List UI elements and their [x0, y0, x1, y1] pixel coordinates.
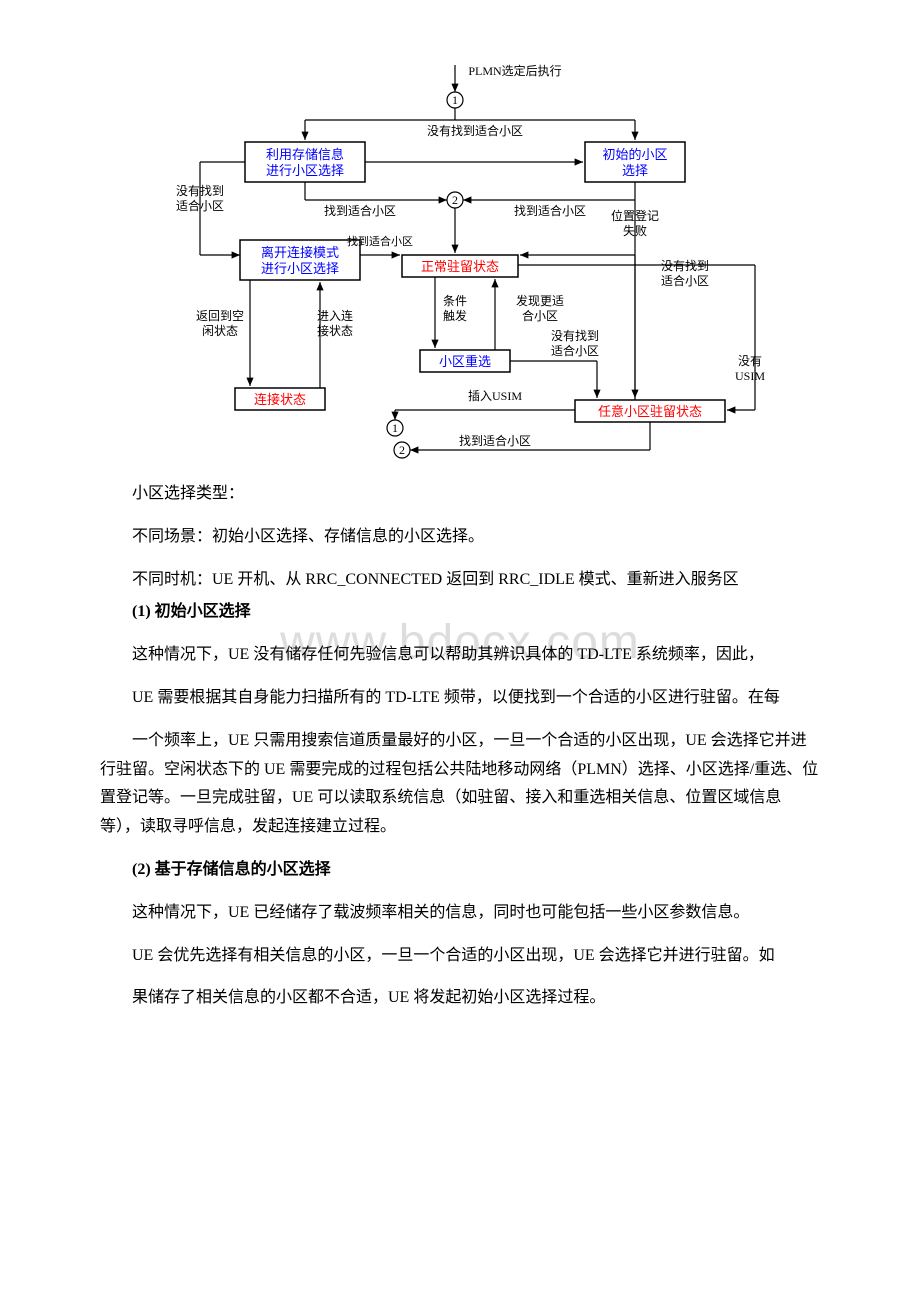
node-leave-conn-1: 离开连接模式: [261, 245, 339, 260]
flowchart-diagram: PLMN选定后执行 1 没有找到适合小区 利用存储信息 进行小区选择 初始的小区…: [145, 60, 775, 460]
node-connected: 连接状态: [254, 392, 306, 407]
label-better-2: 合小区: [522, 308, 558, 323]
label-found-1: 找到适合小区: [324, 203, 396, 218]
label-trigger-2: 触发: [443, 308, 467, 323]
circle-1-top: 1: [452, 93, 458, 107]
node-initial-2: 选择: [622, 163, 648, 178]
label-insert-usim: 插入USIM: [468, 389, 522, 403]
node-reselect: 小区重选: [439, 354, 491, 369]
para-5: UE 需要根据其自身能力扫描所有的 TD-LTE 频带，以便找到一个合适的小区进…: [100, 684, 820, 713]
label-no-cell-left-2: 适合小区: [176, 198, 224, 213]
label-return-idle-1: 返回到空: [196, 309, 244, 323]
node-initial-1: 初始的小区: [602, 147, 667, 162]
para-7: 这种情况下，UE 已经储存了载波频率相关的信息，同时也可能包括一些小区参数信息。: [100, 899, 820, 928]
para-9: 果储存了相关信息的小区都不合适，UE 将发起初始小区选择过程。: [100, 984, 820, 1013]
para-timing: 不同时机：UE 开机、从 RRC_CONNECTED 返回到 RRC_IDLE …: [100, 566, 820, 595]
label-found-3: 找到适合小区: [347, 234, 413, 248]
label-found-2: 找到适合小区: [514, 203, 586, 218]
node-stored-info-1: 利用存储信息: [266, 147, 344, 162]
label-no-cell-n5-1: 没有找到: [551, 328, 599, 343]
label-return-idle-2: 闲状态: [202, 324, 238, 338]
para-scenes: 不同场景：初始小区选择、存储信息的小区选择。: [100, 523, 820, 552]
circle-2-bottom: 2: [399, 443, 405, 457]
label-no-cell-n5-2: 适合小区: [551, 343, 599, 358]
heading-1: (1) 初始小区选择: [100, 598, 820, 627]
para-4: 这种情况下，UE 没有储存任何先验信息可以帮助其辨识具体的 TD-LTE 系统频…: [100, 641, 820, 670]
label-no-usim-1: 没有: [738, 353, 762, 368]
node-stored-info-2: 进行小区选择: [266, 163, 344, 178]
label-no-usim-2: USIM: [735, 369, 765, 383]
node-any-cell: 任意小区驻留状态: [598, 404, 702, 419]
heading-2: (2) 基于存储信息的小区选择: [100, 856, 820, 885]
label-plmn: PLMN选定后执行: [468, 63, 561, 78]
circle-2-mid: 2: [452, 193, 458, 207]
node-normal-camp: 正常驻留状态: [421, 259, 499, 274]
label-trigger-1: 条件: [443, 294, 467, 308]
label-enter-conn-1: 进入连: [317, 308, 353, 323]
label-no-cell-left-1: 没有找到: [176, 183, 224, 198]
para-types: 小区选择类型：: [100, 480, 820, 509]
label-found-bottom: 找到适合小区: [459, 433, 531, 448]
para-8: UE 会优先选择有相关信息的小区，一旦一个合适的小区出现，UE 会选择它并进行驻…: [100, 942, 820, 971]
node-leave-conn-2: 进行小区选择: [261, 261, 339, 276]
para-6: 一个频率上，UE 只需用搜索信道质量最好的小区，一旦一个合适的小区出现，UE 会…: [100, 727, 820, 842]
label-no-cell-right-2: 适合小区: [661, 273, 709, 288]
label-better-1: 发现更适: [516, 293, 564, 308]
label-enter-conn-2: 接状态: [317, 323, 353, 338]
circle-1-bottom: 1: [392, 421, 398, 435]
label-no-cell-1: 没有找到适合小区: [427, 123, 523, 138]
